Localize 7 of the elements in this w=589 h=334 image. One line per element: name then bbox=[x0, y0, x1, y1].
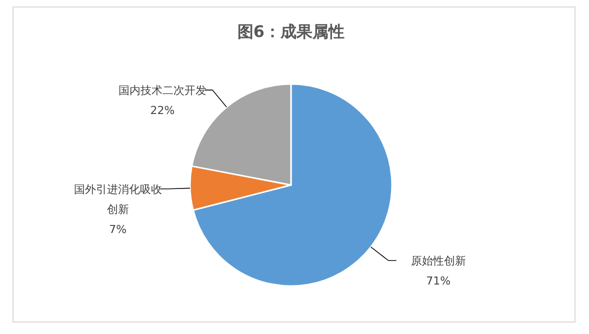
slice-label: 国外引进消化吸收创新 bbox=[74, 182, 162, 216]
data-label: 7% bbox=[109, 222, 127, 236]
data-label: 22% bbox=[150, 104, 175, 118]
chart-title: 图6：成果属性 bbox=[237, 22, 345, 41]
slice-label: 原始性创新 bbox=[410, 254, 466, 268]
data-label: 71% bbox=[426, 274, 451, 288]
slice-label: 国内技术二次开发 bbox=[118, 84, 206, 98]
